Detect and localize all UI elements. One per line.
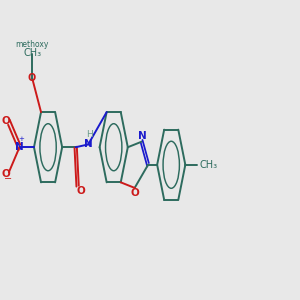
Text: methoxy: methoxy (16, 40, 49, 49)
Text: N: N (84, 139, 93, 149)
Text: N: N (15, 142, 24, 152)
Text: O: O (131, 188, 140, 199)
Text: +: + (18, 136, 24, 142)
Text: O: O (76, 186, 85, 196)
Text: −: − (4, 174, 12, 184)
Text: O: O (28, 73, 36, 83)
Text: CH₃: CH₃ (200, 160, 217, 170)
Text: O: O (1, 116, 10, 126)
Text: H: H (86, 130, 93, 139)
Text: N: N (138, 131, 147, 141)
Text: O: O (1, 169, 10, 179)
Text: CH₃: CH₃ (23, 48, 41, 58)
